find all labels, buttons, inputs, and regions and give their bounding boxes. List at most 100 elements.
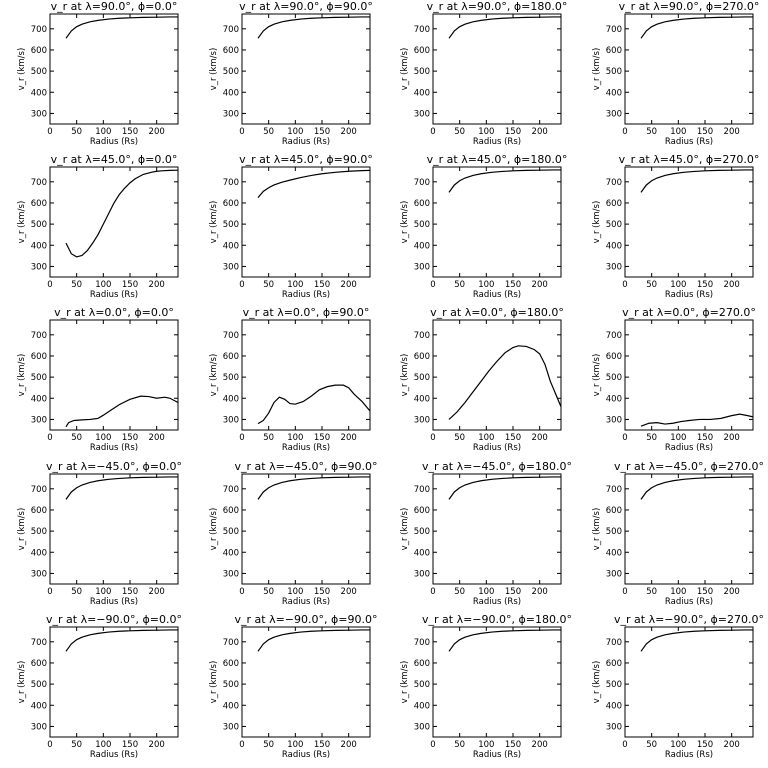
y-tick-label: 600 [606, 46, 622, 56]
x-axis-label: Radius (Rs) [665, 137, 713, 147]
subplot-title: v_r at λ=45.0°, ϕ=180.0° [427, 153, 568, 166]
x-axis-label: Radius (Rs) [282, 443, 330, 453]
x-tick-label: 100 [670, 587, 686, 597]
y-tick-label: 500 [414, 680, 430, 690]
x-axis-label: Radius (Rs) [473, 443, 521, 453]
y-tick-label: 600 [414, 352, 430, 362]
series-line [640, 169, 753, 193]
x-axis-label: Radius (Rs) [90, 443, 138, 453]
x-tick-label: 50 [263, 433, 274, 443]
y-tick-label: 600 [223, 506, 239, 516]
subplot-title: v_r at λ=−45.0°, ϕ=270.0° [614, 460, 764, 473]
x-tick-label: 50 [71, 740, 82, 750]
subplot-title: v_r at λ=0.0°, ϕ=0.0° [54, 306, 174, 319]
x-tick-label: 50 [263, 280, 274, 290]
x-tick-label: 200 [149, 433, 165, 443]
x-tick-label: 200 [532, 433, 548, 443]
y-tick-label: 300 [31, 722, 47, 732]
y-tick-label: 300 [414, 722, 430, 732]
y-tick-label: 600 [606, 659, 622, 669]
x-tick-label: 0 [239, 280, 244, 290]
series-line [448, 345, 562, 420]
subplot-title: v_r at λ=90.0°, ϕ=270.0° [619, 0, 760, 13]
subplot-title: v_r at λ=90.0°, ϕ=90.0° [239, 0, 373, 13]
y-tick-label: 300 [31, 415, 47, 425]
y-tick-label: 500 [414, 220, 430, 230]
series-line [257, 476, 370, 500]
subplot-18: v_r at λ=−90.0°, ϕ=90.0° 0 50 100 150 200 300 4… [209, 613, 377, 760]
series-line [257, 629, 370, 652]
y-tick-label: 700 [606, 638, 622, 648]
x-tick-label: 50 [646, 433, 657, 443]
y-tick-label: 700 [414, 25, 430, 35]
y-tick-label: 700 [414, 485, 430, 495]
subplot-title: v_r at λ=0.0°, ϕ=90.0° [243, 306, 370, 319]
x-tick-label: 0 [430, 587, 435, 597]
x-tick-label: 200 [724, 127, 740, 137]
x-tick-label: 100 [478, 127, 494, 137]
y-tick-label: 400 [223, 88, 239, 98]
plot-frame [49, 319, 179, 431]
x-tick-label: 50 [646, 740, 657, 750]
x-axis-label: Radius (Rs) [90, 750, 138, 760]
y-tick-label: 300 [606, 569, 622, 579]
series-line [448, 169, 561, 193]
subplot-title: v_r at λ=−90.0°, ϕ=90.0° [235, 613, 378, 626]
x-axis-label: Radius (Rs) [90, 290, 138, 300]
x-tick-label: 200 [149, 280, 165, 290]
y-tick-label: 500 [606, 527, 622, 537]
plot-frame [241, 473, 371, 585]
x-tick-label: 150 [122, 127, 138, 137]
subplot-title: v_r at λ=−45.0°, ϕ=90.0° [235, 460, 378, 473]
x-tick-label: 150 [697, 587, 713, 597]
x-axis-label: Radius (Rs) [665, 290, 713, 300]
y-tick-label: 700 [414, 638, 430, 648]
x-tick-label: 200 [341, 587, 357, 597]
y-tick-label: 700 [31, 331, 47, 341]
y-tick-label: 600 [223, 659, 239, 669]
x-tick-label: 100 [95, 280, 111, 290]
x-tick-label: 0 [622, 587, 627, 597]
y-axis-label: v_r (km/s) [400, 201, 410, 244]
y-tick-label: 300 [223, 722, 239, 732]
subplot-title: v_r at λ=−90.0°, ϕ=0.0° [46, 613, 182, 626]
y-tick-label: 500 [223, 680, 239, 690]
plot-frame [432, 166, 562, 278]
x-tick-label: 150 [314, 127, 330, 137]
y-tick-label: 700 [223, 331, 239, 341]
x-tick-label: 200 [341, 280, 357, 290]
x-tick-label: 200 [341, 433, 357, 443]
y-tick-label: 700 [606, 25, 622, 35]
y-tick-label: 700 [223, 638, 239, 648]
subplot-13: v_r at λ=−45.0°, ϕ=0.0° 0 50 100 150 200 300 40… [17, 460, 182, 607]
x-tick-label: 150 [505, 587, 521, 597]
y-tick-label: 700 [31, 485, 47, 495]
y-tick-label: 400 [606, 394, 622, 404]
x-tick-label: 100 [478, 280, 494, 290]
y-tick-label: 700 [414, 331, 430, 341]
y-tick-label: 400 [606, 701, 622, 711]
y-axis-label: v_r (km/s) [592, 48, 602, 91]
x-tick-label: 0 [430, 740, 435, 750]
x-tick-label: 100 [95, 433, 111, 443]
x-tick-label: 200 [532, 740, 548, 750]
y-tick-label: 500 [606, 220, 622, 230]
x-tick-label: 0 [47, 740, 52, 750]
x-axis-label: Radius (Rs) [90, 597, 138, 607]
x-tick-label: 150 [122, 587, 138, 597]
y-tick-label: 300 [31, 109, 47, 119]
x-tick-label: 150 [314, 740, 330, 750]
x-tick-label: 100 [287, 587, 303, 597]
x-tick-label: 150 [505, 127, 521, 137]
x-tick-label: 200 [532, 280, 548, 290]
x-tick-label: 0 [622, 127, 627, 137]
x-tick-label: 200 [724, 740, 740, 750]
subplot-title: v_r at λ=90.0°, ϕ=0.0° [51, 0, 178, 13]
plot-frame [624, 13, 754, 125]
x-tick-label: 100 [287, 280, 303, 290]
series-line [640, 413, 754, 427]
x-tick-label: 200 [724, 433, 740, 443]
x-tick-label: 200 [341, 127, 357, 137]
y-tick-label: 500 [31, 680, 47, 690]
plot-frame [624, 319, 754, 431]
